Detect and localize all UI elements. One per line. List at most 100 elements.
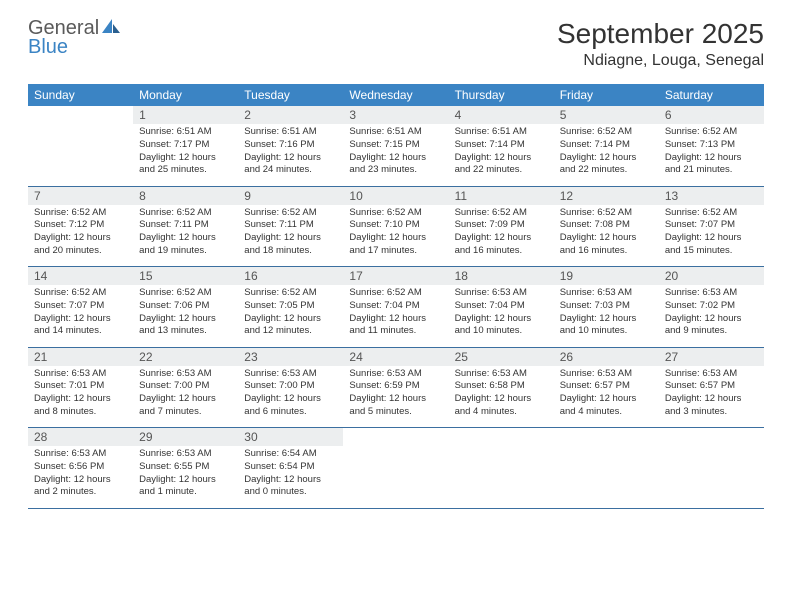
day-number-cell: 4 [449,106,554,124]
day-number-cell: 5 [554,106,659,124]
day-data-cell: Sunrise: 6:52 AMSunset: 7:04 PMDaylight:… [343,285,448,347]
sunset-line: Sunset: 7:13 PM [665,139,758,152]
day-data-cell: Sunrise: 6:51 AMSunset: 7:16 PMDaylight:… [238,124,343,186]
day-data-cell: Sunrise: 6:53 AMSunset: 6:59 PMDaylight:… [343,366,448,428]
day-data-cell: Sunrise: 6:53 AMSunset: 7:00 PMDaylight:… [238,366,343,428]
day-data-cell: Sunrise: 6:53 AMSunset: 7:03 PMDaylight:… [554,285,659,347]
daylight-line: Daylight: 12 hours and 5 minutes. [349,393,442,419]
day-number-cell: 28 [28,428,133,447]
sunset-line: Sunset: 7:04 PM [455,300,548,313]
sunrise-line: Sunrise: 6:53 AM [34,448,127,461]
daylight-line: Daylight: 12 hours and 22 minutes. [455,152,548,178]
day-number-cell: 2 [238,106,343,124]
day-data-cell: Sunrise: 6:53 AMSunset: 6:58 PMDaylight:… [449,366,554,428]
day-number-cell [554,428,659,447]
logo-blue: Blue [28,36,68,58]
logo-text: GeneralBlue [28,18,121,57]
sunrise-line: Sunrise: 6:52 AM [665,126,758,139]
daylight-line: Daylight: 12 hours and 15 minutes. [665,232,758,258]
sunrise-line: Sunrise: 6:52 AM [244,287,337,300]
day-number-cell [449,428,554,447]
day-number-row: 282930 [28,428,764,447]
day-data-cell: Sunrise: 6:53 AMSunset: 7:01 PMDaylight:… [28,366,133,428]
daylight-line: Daylight: 12 hours and 8 minutes. [34,393,127,419]
weekday-header: Wednesday [343,84,448,106]
month-title: September 2025 [557,18,764,50]
daylight-line: Daylight: 12 hours and 19 minutes. [139,232,232,258]
day-number-cell: 1 [133,106,238,124]
weekday-header: Friday [554,84,659,106]
title-block: September 2025 Ndiagne, Louga, Senegal [557,18,764,70]
day-number-cell: 16 [238,267,343,286]
day-number-cell: 26 [554,347,659,366]
daylight-line: Daylight: 12 hours and 7 minutes. [139,393,232,419]
sunset-line: Sunset: 7:14 PM [455,139,548,152]
sunrise-line: Sunrise: 6:52 AM [244,207,337,220]
sunrise-line: Sunrise: 6:53 AM [665,368,758,381]
daylight-line: Daylight: 12 hours and 10 minutes. [455,313,548,339]
sunset-line: Sunset: 7:01 PM [34,380,127,393]
sunset-line: Sunset: 7:07 PM [34,300,127,313]
day-number-cell: 10 [343,186,448,205]
day-number-cell: 13 [659,186,764,205]
daylight-line: Daylight: 12 hours and 14 minutes. [34,313,127,339]
day-number-cell: 18 [449,267,554,286]
day-data-cell: Sunrise: 6:53 AMSunset: 6:57 PMDaylight:… [659,366,764,428]
day-data-cell [28,124,133,186]
day-number-cell: 29 [133,428,238,447]
day-data-cell: Sunrise: 6:52 AMSunset: 7:11 PMDaylight:… [133,205,238,267]
day-number-cell [659,428,764,447]
day-data-cell: Sunrise: 6:52 AMSunset: 7:09 PMDaylight:… [449,205,554,267]
day-number-cell: 7 [28,186,133,205]
sunrise-line: Sunrise: 6:51 AM [349,126,442,139]
logo: GeneralBlue [28,18,121,57]
day-number-cell [343,428,448,447]
day-number-cell: 12 [554,186,659,205]
sunrise-line: Sunrise: 6:53 AM [560,287,653,300]
sunset-line: Sunset: 7:05 PM [244,300,337,313]
sunset-line: Sunset: 7:10 PM [349,219,442,232]
sunset-line: Sunset: 6:59 PM [349,380,442,393]
day-number-cell: 23 [238,347,343,366]
daylight-line: Daylight: 12 hours and 18 minutes. [244,232,337,258]
day-number-cell: 22 [133,347,238,366]
day-data-cell: Sunrise: 6:52 AMSunset: 7:07 PMDaylight:… [28,285,133,347]
daylight-line: Daylight: 12 hours and 10 minutes. [560,313,653,339]
day-number-cell: 19 [554,267,659,286]
day-data-row: Sunrise: 6:52 AMSunset: 7:07 PMDaylight:… [28,285,764,347]
header: GeneralBlue September 2025 Ndiagne, Loug… [28,18,764,70]
daylight-line: Daylight: 12 hours and 1 minute. [139,474,232,500]
sunset-line: Sunset: 6:56 PM [34,461,127,474]
day-number-cell: 15 [133,267,238,286]
day-data-cell: Sunrise: 6:53 AMSunset: 7:02 PMDaylight:… [659,285,764,347]
sunset-line: Sunset: 7:00 PM [139,380,232,393]
sunset-line: Sunset: 7:07 PM [665,219,758,232]
day-number-cell: 24 [343,347,448,366]
daylight-line: Daylight: 12 hours and 9 minutes. [665,313,758,339]
day-data-row: Sunrise: 6:53 AMSunset: 6:56 PM Daylight:… [28,446,764,508]
day-data-cell: Sunrise: 6:53 AMSunset: 7:00 PMDaylight:… [133,366,238,428]
day-data-cell: Sunrise: 6:53 AMSunset: 7:04 PMDaylight:… [449,285,554,347]
day-data-cell: Sunrise: 6:51 AMSunset: 7:14 PMDaylight:… [449,124,554,186]
day-data-cell [659,446,764,508]
location: Ndiagne, Louga, Senegal [557,52,764,70]
day-data-row: Sunrise: 6:53 AMSunset: 7:01 PMDaylight:… [28,366,764,428]
sunset-line: Sunset: 7:15 PM [349,139,442,152]
daylight-line: Daylight: 12 hours and 4 minutes. [560,393,653,419]
sunrise-line: Sunrise: 6:53 AM [455,287,548,300]
day-data-cell [343,446,448,508]
day-number-cell: 11 [449,186,554,205]
day-data-cell: Sunrise: 6:52 AMSunset: 7:14 PMDaylight:… [554,124,659,186]
sunset-line: Sunset: 7:12 PM [34,219,127,232]
day-number-cell: 9 [238,186,343,205]
day-data-row: Sunrise: 6:52 AM Sunset: 7:12 PM Daylight:… [28,205,764,267]
day-data-cell: Sunrise: 6:53 AMSunset: 6:55 PMDaylight:… [133,446,238,508]
daylight-line: Daylight: 12 hours and 0 minutes. [244,474,337,500]
sunrise-line: Sunrise: 6:54 AM [244,448,337,461]
sunset-line: Sunset: 6:57 PM [665,380,758,393]
sunset-line: Sunset: 7:11 PM [244,219,337,232]
weekday-header: Tuesday [238,84,343,106]
day-number-cell: 3 [343,106,448,124]
sunset-line: Sunset: 7:02 PM [665,300,758,313]
sunset-line: Sunset: 7:06 PM [139,300,232,313]
